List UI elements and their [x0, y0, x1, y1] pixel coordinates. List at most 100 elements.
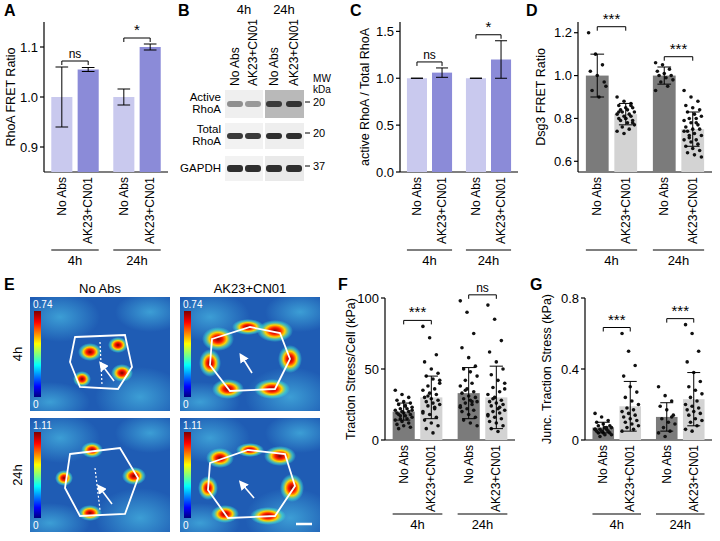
data-point [488, 420, 492, 424]
category-label: AK23+CN01 [687, 445, 701, 512]
data-point [470, 400, 474, 404]
cell-outline [70, 335, 132, 389]
y-tick-label: 50 [365, 362, 379, 377]
y-tick [396, 31, 400, 32]
row-label: 24h [10, 464, 25, 486]
bar [432, 73, 452, 172]
data-point [660, 417, 664, 421]
panel-letter: A [4, 2, 16, 19]
data-point [503, 381, 507, 385]
group-line [586, 249, 637, 250]
data-point [629, 104, 633, 108]
data-point [604, 84, 608, 88]
data-point [501, 403, 505, 407]
stress-hotspot [78, 505, 102, 521]
error-bar [144, 44, 157, 50]
data-point [498, 411, 502, 415]
data-point [399, 414, 403, 418]
data-point [593, 428, 597, 432]
data-point [686, 129, 690, 133]
stress-hotspot [73, 371, 91, 387]
lane-label: No Abs [228, 47, 242, 86]
data-point [602, 80, 606, 84]
data-point [601, 63, 605, 67]
y-tick-label: 100 [357, 291, 379, 306]
data-point [469, 421, 473, 425]
category-label: AK23+CN01 [494, 177, 508, 244]
data-point [700, 419, 704, 423]
bar [113, 97, 134, 172]
data-point [682, 138, 686, 142]
significance-label: ns [476, 281, 489, 295]
data-point [438, 403, 442, 407]
data-point [430, 421, 434, 425]
data-point [700, 114, 704, 118]
data-point [458, 406, 462, 410]
colorbar [34, 432, 41, 518]
panel-letter: B [178, 2, 190, 19]
data-point [691, 147, 695, 151]
data-point [669, 74, 673, 78]
y-tick-label: 1.1 [20, 40, 38, 55]
significance-bracket [597, 27, 625, 31]
group-line [393, 513, 443, 514]
cell-outline [65, 448, 138, 516]
data-point [475, 400, 479, 404]
stress-hotspot [111, 364, 133, 382]
data-point [633, 413, 637, 417]
y-tick-label: 1.0 [554, 68, 572, 83]
y-tick-label: 0.8 [561, 291, 579, 306]
blot-band [245, 133, 261, 139]
data-point [691, 106, 695, 110]
lane-label: No Abs [267, 47, 281, 86]
data-point [486, 303, 490, 307]
data-point [428, 336, 432, 340]
junction-line [95, 468, 100, 510]
data-point [697, 406, 701, 410]
data-point [501, 424, 505, 428]
bar [140, 47, 161, 172]
error-bar [397, 403, 410, 420]
data-point [698, 127, 702, 131]
data-point [430, 367, 434, 371]
blot-band [286, 165, 302, 172]
blot-panel [225, 123, 263, 149]
group-line [113, 249, 160, 250]
row-label: GAPDH [180, 162, 221, 174]
data-point [697, 349, 701, 353]
blot-panel [225, 156, 263, 181]
error-bar [597, 422, 610, 433]
data-point [658, 404, 662, 408]
data-point [663, 435, 667, 439]
data-point [435, 393, 439, 397]
data-point [659, 80, 663, 84]
category-label: AK23+CN01 [489, 445, 503, 512]
data-point [464, 401, 468, 405]
arrow [242, 357, 252, 373]
data-point [493, 318, 497, 322]
data-point [593, 412, 597, 416]
y-tick [396, 125, 400, 126]
data-point [682, 89, 686, 93]
group-line [458, 513, 508, 514]
panel-letter: D [526, 2, 538, 19]
data-point [622, 99, 626, 103]
y-tick-label: 0.9 [20, 140, 38, 155]
data-point [397, 427, 401, 431]
data-point [503, 387, 507, 391]
data-point [500, 417, 504, 421]
data-point [657, 431, 661, 435]
data-point [622, 374, 626, 378]
plot-area [592, 323, 704, 440]
y-tick [574, 161, 578, 162]
y-axis-title: active RhoA / Total RhoA [358, 27, 372, 166]
bar [653, 76, 676, 172]
data-point [436, 371, 440, 375]
mw-marker: 37 [313, 160, 325, 172]
lane-label: AK23+CN01 [287, 19, 301, 86]
data-point [689, 420, 693, 424]
blot-band [286, 133, 302, 139]
category-label: AK23+CN01 [686, 177, 700, 244]
data-point [690, 429, 694, 433]
bar [78, 70, 99, 173]
